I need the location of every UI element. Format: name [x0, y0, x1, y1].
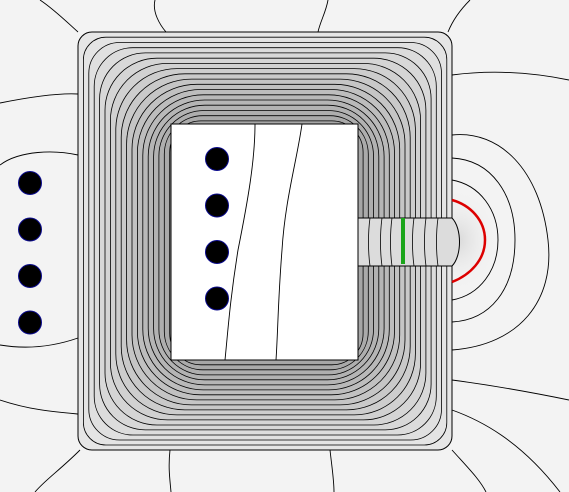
gap-flux-line [424, 217, 427, 267]
window-flux-lines [224, 123, 303, 361]
conductor-inner [205, 240, 229, 264]
fringe-path-line [451, 198, 487, 284]
conductor-outer [18, 264, 42, 288]
conductor-outer [18, 171, 42, 195]
gap-flux-line [368, 217, 371, 267]
conductor-group [18, 147, 229, 335]
conductor-inner [205, 286, 229, 311]
conductor-inner [205, 193, 229, 218]
gap-flux-line [412, 217, 415, 267]
winding-window [170, 123, 359, 361]
conductor-outer [18, 310, 42, 335]
gap-flux-line [390, 217, 393, 267]
gap-flux-line [436, 217, 439, 267]
conductor-inner [205, 147, 229, 171]
gap-flux-line [380, 217, 383, 267]
conductor-outer [18, 217, 42, 242]
